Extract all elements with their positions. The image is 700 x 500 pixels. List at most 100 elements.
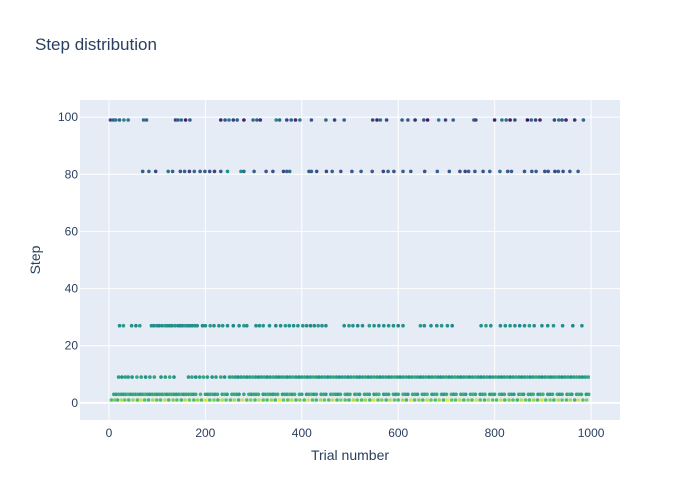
- data-point: [513, 118, 517, 122]
- data-point: [571, 375, 576, 379]
- data-point: [557, 375, 562, 379]
- data-point: [237, 392, 241, 397]
- data-point: [274, 118, 279, 122]
- data-point: [372, 323, 376, 328]
- data-point: [531, 375, 535, 379]
- data-point: [287, 169, 292, 174]
- data-point: [474, 398, 479, 402]
- data-point: [556, 169, 561, 174]
- data-point: [479, 375, 483, 379]
- data-point: [371, 398, 376, 402]
- x-axis-title: Trial number: [311, 447, 389, 463]
- data-point: [412, 398, 417, 402]
- data-point: [261, 398, 266, 402]
- data-point: [293, 118, 298, 122]
- data-point: [540, 323, 544, 328]
- data-point: [338, 392, 343, 397]
- data-point: [115, 398, 120, 402]
- x-tick-label: 200: [195, 426, 215, 440]
- data-point: [222, 375, 227, 379]
- data-point: [108, 118, 113, 122]
- data-point: [178, 169, 183, 174]
- data-point: [227, 118, 231, 122]
- data-point: [309, 169, 314, 174]
- data-point: [289, 118, 294, 122]
- data-point: [583, 375, 588, 379]
- data-point: [508, 118, 512, 122]
- data-point: [386, 375, 391, 379]
- data-point: [367, 323, 372, 328]
- data-point: [502, 375, 507, 379]
- data-point: [447, 375, 452, 379]
- chart-title: Step distribution: [35, 35, 157, 54]
- data-point: [225, 392, 229, 397]
- data-point: [216, 398, 220, 402]
- data-point: [286, 398, 290, 402]
- data-point: [259, 375, 264, 379]
- data-point: [245, 398, 249, 402]
- data-point: [500, 118, 504, 122]
- data-point: [586, 375, 590, 379]
- data-point: [450, 375, 455, 379]
- data-point: [586, 392, 591, 397]
- data-point: [382, 323, 386, 328]
- data-point: [326, 375, 330, 379]
- data-point: [133, 392, 138, 397]
- data-point: [489, 323, 493, 328]
- data-point: [499, 398, 503, 402]
- data-point: [123, 375, 128, 379]
- data-point: [274, 323, 278, 328]
- x-tick-label: 600: [388, 426, 408, 440]
- data-point: [449, 398, 454, 402]
- data-point: [436, 375, 440, 379]
- data-point: [574, 375, 579, 379]
- data-point: [504, 118, 509, 122]
- data-point: [278, 323, 283, 328]
- data-point: [212, 398, 216, 402]
- data-point: [488, 169, 492, 174]
- data-point: [205, 375, 210, 379]
- data-point: [499, 375, 504, 379]
- data-point: [479, 323, 483, 328]
- data-point: [545, 375, 550, 379]
- data-point: [290, 392, 294, 397]
- x-tick-label: 1000: [578, 426, 605, 440]
- data-point: [552, 118, 557, 122]
- data-point: [530, 169, 534, 174]
- data-point: [262, 375, 267, 379]
- data-point: [252, 169, 256, 174]
- data-point: [443, 118, 448, 122]
- data-point: [146, 398, 151, 402]
- data-point: [183, 118, 188, 122]
- data-point: [372, 375, 376, 379]
- data-point: [409, 375, 414, 379]
- plot-area: [80, 100, 620, 420]
- data-point: [533, 118, 538, 122]
- data-point: [117, 118, 122, 122]
- data-point: [386, 169, 390, 174]
- data-point: [271, 375, 275, 379]
- data-point: [195, 323, 199, 328]
- data-point: [308, 323, 313, 328]
- data-point: [310, 398, 315, 402]
- data-point: [339, 169, 343, 174]
- data-point: [415, 392, 420, 397]
- data-point: [377, 392, 381, 397]
- data-point: [396, 398, 401, 402]
- data-point: [400, 398, 405, 402]
- data-point: [332, 118, 337, 122]
- data-point: [139, 398, 143, 402]
- data-point: [179, 118, 184, 122]
- data-point: [517, 375, 521, 379]
- data-point: [463, 169, 468, 174]
- data-point: [200, 323, 205, 328]
- data-point: [306, 398, 310, 402]
- data-point: [175, 398, 179, 402]
- data-point: [560, 118, 564, 122]
- data-point: [283, 323, 288, 328]
- data-point: [331, 375, 336, 379]
- data-point: [459, 375, 463, 379]
- data-point: [207, 169, 212, 174]
- data-point: [311, 375, 316, 379]
- data-point: [579, 392, 584, 397]
